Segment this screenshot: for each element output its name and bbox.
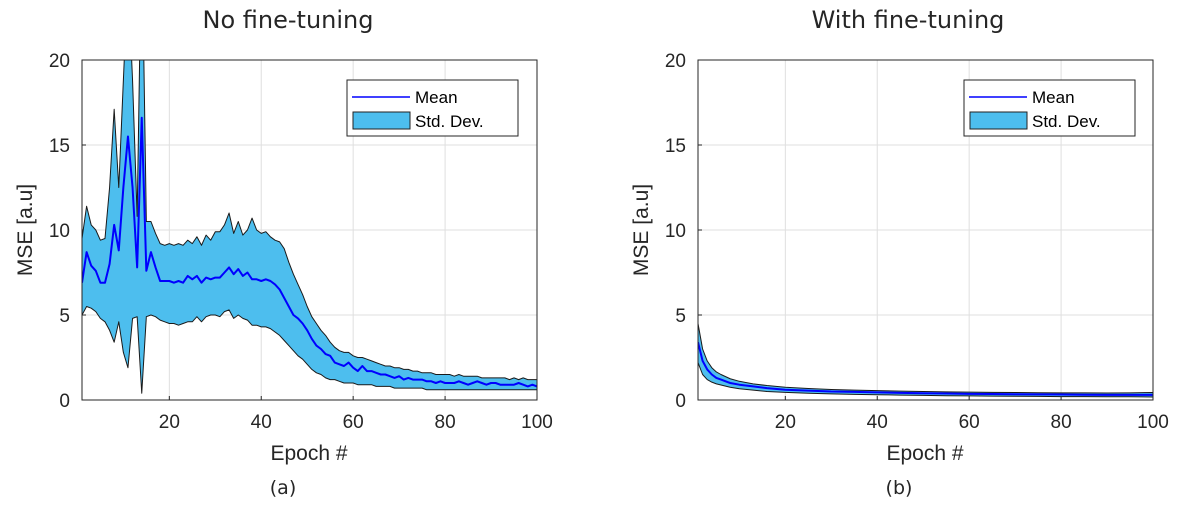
plot-frame xyxy=(697,59,1154,401)
x-tick-label: 80 xyxy=(435,412,456,433)
y-tick-label: 20 xyxy=(665,51,686,72)
y-tick-label: 0 xyxy=(59,391,70,412)
mean-line xyxy=(698,341,1153,396)
x-tick-label: 40 xyxy=(867,412,888,433)
y-tick-label: 15 xyxy=(49,136,70,157)
y-tick-label: 0 xyxy=(675,391,686,412)
legend: Mean Std. Dev. xyxy=(346,79,519,137)
panel-a: No fine-tuning 20 40 60 80 100 0 5 10 15 20 Epoch… xyxy=(14,6,553,499)
x-axis-label: Epoch # xyxy=(270,442,347,465)
y-tick-label: 15 xyxy=(665,136,686,157)
panel-caption: (b) xyxy=(886,477,913,499)
plot-frame xyxy=(81,59,538,401)
x-tick-label: 40 xyxy=(251,412,272,433)
panel-b: With fine-tuning 20 40 60 80 100 0 5 10 15 20 Epo… xyxy=(630,6,1169,499)
y-axis-label: MSE [a.u] xyxy=(630,184,653,276)
std-dev-band xyxy=(82,60,537,394)
legend: Mean Std. Dev. xyxy=(963,79,1136,137)
x-tick-label: 60 xyxy=(343,412,364,433)
legend-std-label: Std. Dev. xyxy=(415,112,484,131)
panel-caption: (a) xyxy=(270,477,296,499)
x-tick-label: 20 xyxy=(775,412,796,433)
x-tick-label: 80 xyxy=(1051,412,1072,433)
legend-std-label: Std. Dev. xyxy=(1032,112,1101,131)
chart-title: No fine-tuning xyxy=(203,6,374,34)
legend-std-swatch xyxy=(352,111,411,130)
y-tick-label: 5 xyxy=(675,306,686,327)
x-tick-label: 100 xyxy=(1137,412,1169,433)
y-tick-label: 10 xyxy=(49,221,70,242)
x-axis-label: Epoch # xyxy=(886,442,963,465)
legend-mean-label: Mean xyxy=(1032,88,1075,107)
std-dev-band xyxy=(698,323,1153,398)
legend-mean-label: Mean xyxy=(415,88,458,107)
tick-labels: 20 40 60 80 100 0 5 10 15 20 xyxy=(665,51,1169,433)
y-axis-label: MSE [a.u] xyxy=(14,184,37,276)
x-tick-label: 20 xyxy=(159,412,180,433)
mean-line xyxy=(82,116,537,388)
tick-labels: 20 40 60 80 100 0 5 10 15 20 xyxy=(49,51,553,433)
y-tick-label: 20 xyxy=(49,51,70,72)
legend-std-swatch xyxy=(969,111,1028,130)
y-tick-label: 5 xyxy=(59,306,70,327)
chart-title: With fine-tuning xyxy=(812,6,1005,34)
x-tick-label: 100 xyxy=(521,412,553,433)
x-tick-label: 60 xyxy=(959,412,980,433)
y-tick-label: 10 xyxy=(665,221,686,242)
